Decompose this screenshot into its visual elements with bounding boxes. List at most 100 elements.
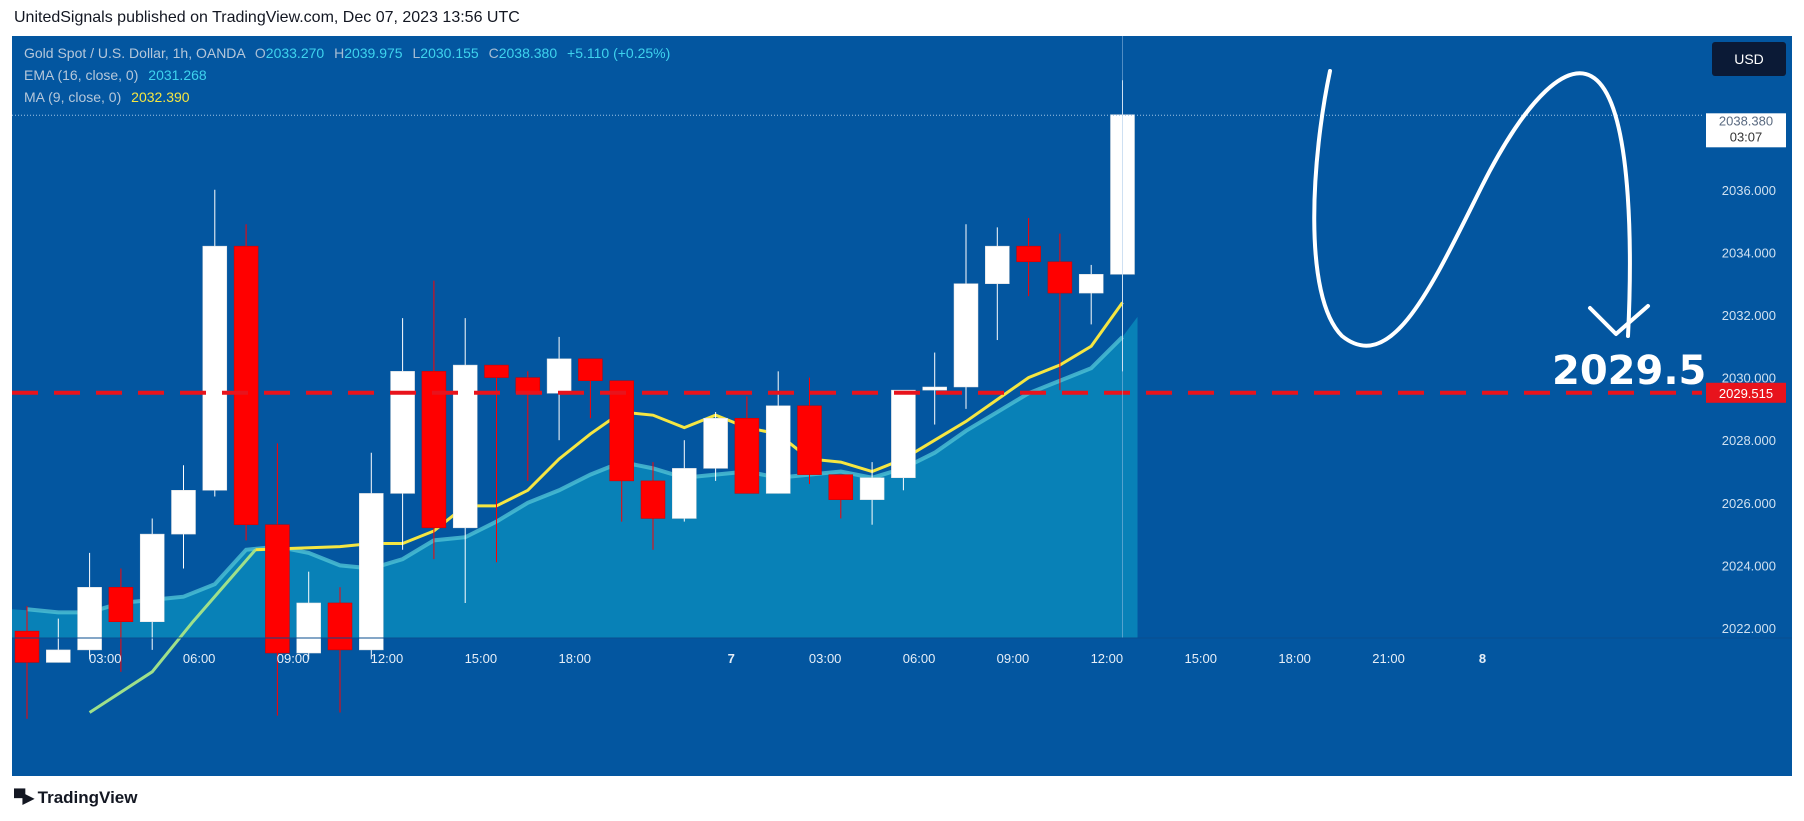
candle — [672, 440, 697, 522]
candle — [609, 380, 634, 522]
candle — [515, 371, 541, 481]
candle-body — [828, 474, 854, 500]
legend-close: 2038.380 — [498, 45, 558, 61]
ema-line — [26, 335, 1124, 615]
candle-body — [139, 533, 165, 622]
x-tick-label: 06:00 — [183, 651, 216, 666]
y-tick-label: 2028.000 — [1722, 433, 1776, 448]
candle-body — [640, 480, 666, 519]
legend-ema-name: EMA (16, close, 0) — [24, 67, 139, 83]
candle-body — [765, 405, 791, 494]
candle — [891, 389, 916, 491]
candle-body — [202, 245, 228, 491]
x-tick-label: 18:00 — [1278, 651, 1311, 666]
candle — [578, 358, 603, 419]
current-price-label: 2038.380 — [1719, 113, 1773, 128]
candle-body — [734, 418, 760, 494]
candle-body — [14, 630, 40, 663]
y-tick-label: 2024.000 — [1722, 558, 1776, 573]
candle — [985, 227, 1010, 341]
legend-ema-value: 2031.268 — [148, 67, 207, 83]
candle — [1047, 233, 1073, 391]
candle-body — [797, 405, 822, 475]
x-tick-label: 03:00 — [89, 651, 122, 666]
x-tick-label: 15:00 — [465, 651, 498, 666]
chart-canvas[interactable]: 2029.5 2022.000 2024.000 2026.000 2028.000 20… — [12, 36, 1792, 776]
currency-button[interactable]: USD — [1712, 42, 1786, 76]
legend-ma-value: 2032.390 — [131, 89, 190, 105]
candle-body — [171, 490, 196, 535]
candle-body — [77, 587, 102, 651]
candle — [1016, 217, 1041, 297]
candle-body — [296, 602, 321, 654]
candle-body — [421, 371, 447, 529]
candle — [765, 371, 791, 494]
x-tick-label: 8 — [1479, 651, 1486, 666]
candle-body — [985, 245, 1010, 284]
legend-ma-name: MA (9, close, 0) — [24, 89, 122, 105]
candle-body — [609, 380, 634, 482]
legend-open: 2033.270 — [265, 45, 325, 61]
candle — [640, 462, 666, 550]
candle — [108, 568, 134, 672]
candle — [421, 280, 447, 560]
candle — [139, 518, 165, 650]
candle — [922, 352, 947, 425]
legend-change: +5.110 (+0.25%) — [567, 45, 671, 61]
chart-legend: Gold Spot / U.S. Dollar, 1h, OANDA O2033… — [24, 42, 670, 108]
candle-body — [265, 524, 290, 654]
candle-body — [1047, 261, 1073, 294]
legend-ema-row[interactable]: EMA (16, close, 0) 2031.268 — [24, 64, 670, 86]
candle — [46, 618, 71, 663]
x-tick-label: 03:00 — [809, 651, 842, 666]
y-tick-label: 2032.000 — [1722, 308, 1776, 323]
candle-body — [484, 364, 509, 378]
legend-ma-row[interactable]: MA (9, close, 0) 2032.390 — [24, 86, 670, 108]
candle — [734, 396, 760, 494]
candle-body — [359, 493, 384, 651]
candle-body — [390, 371, 415, 494]
candle-body — [578, 358, 603, 381]
current-price-badge — [1706, 113, 1786, 148]
x-tick-label: 09:00 — [277, 651, 310, 666]
candle — [484, 364, 509, 563]
legend-close-label: C — [488, 45, 499, 61]
x-tick-label: 15:00 — [1184, 651, 1217, 666]
tradingview-brand[interactable]: ▀▶ TradingView — [14, 788, 137, 808]
x-tick-label: 21:00 — [1372, 651, 1405, 666]
legend-low-label: L — [412, 45, 421, 61]
candle-body — [672, 468, 697, 519]
tradingview-logo-icon: ▀▶ — [14, 790, 35, 807]
level-label: 2029.515 — [1719, 386, 1773, 401]
y-tick-label: 2026.000 — [1722, 496, 1776, 511]
candle — [327, 587, 353, 713]
ma-line-early — [88, 548, 257, 714]
candle — [390, 318, 415, 550]
candle-body — [452, 364, 478, 529]
candle — [171, 465, 196, 569]
x-tick-label: 12:00 — [1091, 651, 1124, 666]
candle — [233, 224, 259, 541]
countdown-label: 03:07 — [1730, 129, 1763, 144]
legend-high: 2039.975 — [344, 45, 403, 61]
candle-body — [859, 477, 885, 500]
projection-arrowhead — [1588, 304, 1650, 336]
y-tick-label: 2034.000 — [1722, 245, 1776, 260]
candle-body — [233, 245, 259, 525]
level-badge — [1706, 382, 1786, 403]
candle — [359, 452, 384, 660]
candle-body — [108, 587, 134, 622]
candle-body — [703, 418, 728, 469]
target-annotation: 2029.5 — [1552, 348, 1706, 394]
candle — [703, 412, 728, 481]
published-header: UnitedSignals published on TradingView.c… — [14, 9, 520, 26]
y-tick-label: 2030.000 — [1722, 371, 1776, 386]
candle — [202, 189, 228, 497]
candle-body — [546, 358, 572, 394]
candle-body — [922, 386, 947, 391]
chart-panel[interactable]: 2029.5 2022.000 2024.000 2026.000 2028.000 20… — [12, 36, 1792, 776]
candle — [14, 606, 40, 719]
candle — [296, 571, 321, 660]
x-tick-label: 7 — [728, 651, 735, 666]
legend-low: 2030.155 — [420, 45, 479, 61]
